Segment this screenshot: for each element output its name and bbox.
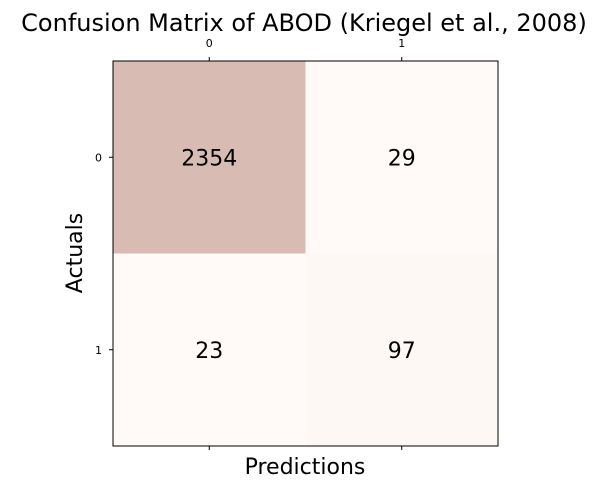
cell-value-label-r0-c1: 29: [388, 146, 416, 171]
y-tick-label-0: 0: [95, 151, 102, 164]
heatmap-cell-r0-c1: [305, 61, 498, 254]
x-axis-label: Predictions: [245, 455, 366, 480]
y-axis-ticks: 01: [95, 151, 113, 357]
heatmap-cells: [113, 61, 498, 446]
y-tick-label-1: 1: [95, 344, 102, 357]
cell-value-label-r1-c1: 97: [388, 339, 416, 364]
heatmap-cell-r1-c1: [305, 253, 498, 446]
heatmap-cell-r1-c0: [113, 253, 306, 446]
x-tick-label-1: 1: [398, 37, 405, 50]
y-axis-label: Actuals: [63, 213, 88, 293]
plot-frame: [112, 60, 499, 447]
cell-value-label-r0-c0: 2354: [181, 146, 237, 171]
cell-value-label-r1-c0: 23: [195, 339, 223, 364]
x-tick-label-0: 0: [206, 37, 213, 50]
heatmap-cell-r0-c0: [113, 61, 306, 254]
cell-value-labels: 2354 29 23 97: [181, 146, 416, 364]
chart-title: Confusion Matrix of ABOD (Kriegel et al.…: [21, 9, 587, 37]
